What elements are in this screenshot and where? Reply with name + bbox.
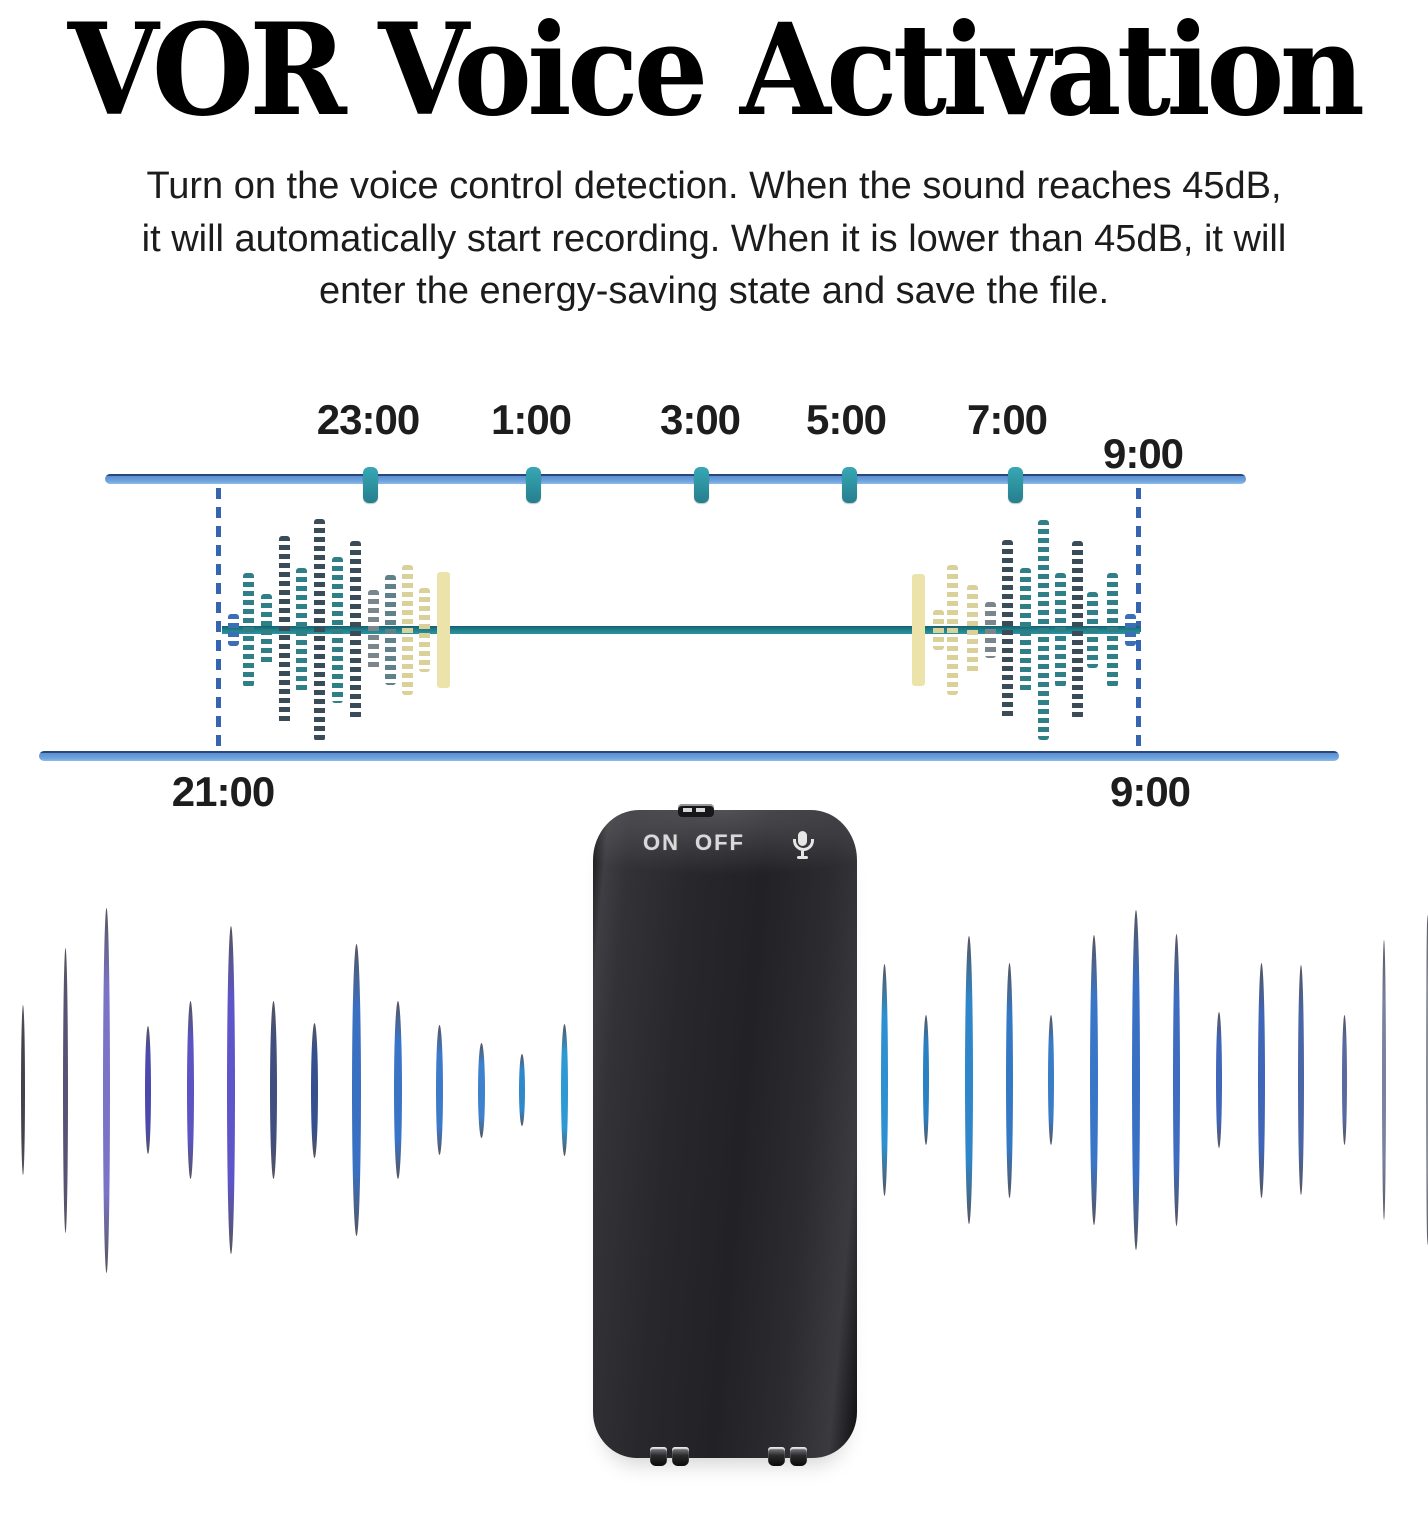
timeline-top-bar [105, 474, 1246, 484]
device-bottom-connector [672, 1447, 689, 1466]
eq-column-left [242, 573, 254, 687]
sound-wave-bar-left [519, 1054, 525, 1126]
sound-wave-bar-left [102, 907, 110, 1273]
eq-column-right [1037, 520, 1049, 740]
time-label: 3:00 [659, 396, 741, 443]
description-line-3: enter the energy-saving state and save t… [318, 270, 1110, 312]
time-label: 7:00 [966, 396, 1048, 443]
timeline-tick [1008, 467, 1023, 503]
device-bottom-connector [790, 1447, 807, 1466]
sound-wave-bar-right [1341, 1015, 1347, 1145]
bottom-end-time-label: 9:00 [1109, 768, 1191, 815]
timeline-bottom-bar [39, 751, 1339, 761]
eq-column-left [367, 590, 379, 670]
sound-wave-bar-left [21, 1005, 25, 1175]
eq-column-right [1001, 540, 1013, 720]
sound-wave-bar-right [1257, 962, 1265, 1198]
device-bottom-connector [768, 1447, 785, 1466]
sound-wave-bar-right [965, 936, 973, 1224]
eq-column-left [401, 565, 413, 695]
sound-wave-bar-left [435, 1025, 443, 1155]
microphone-icon [792, 831, 814, 861]
time-label: 5:00 [805, 396, 887, 443]
eq-column-right [1071, 541, 1083, 719]
eq-column-left [384, 575, 396, 685]
eq-column-left [331, 557, 343, 703]
eq-column-right [1086, 592, 1098, 668]
eq-column-right [984, 602, 996, 658]
eq-column-left [418, 588, 430, 672]
sound-wave-bar-right [1382, 940, 1386, 1220]
sound-wave-bar-left [351, 944, 361, 1236]
description-line-2: it will automatically start recording. W… [141, 217, 1287, 260]
description-line-1: Turn on the voice control detection. Whe… [146, 165, 1282, 207]
eq-column-right [946, 565, 958, 695]
timeline-tick [842, 467, 857, 503]
eq-column-right [911, 574, 925, 686]
time-label: 9:00 [1102, 430, 1184, 477]
eq-column-right [932, 610, 944, 650]
sound-wave-bar-left [560, 1024, 568, 1156]
eq-column-left [313, 519, 325, 741]
eq-column-left [278, 536, 290, 724]
sound-wave-bar-right [1298, 965, 1304, 1195]
time-label: 1:00 [490, 396, 572, 443]
voice-recorder-device: ON OFF [593, 804, 857, 1466]
eq-column-left [260, 594, 272, 666]
sound-wave-bar-right [1048, 1015, 1054, 1145]
recording-center-line [222, 626, 1140, 634]
timeline-tick [526, 467, 541, 503]
sound-wave-bar-right [1005, 962, 1013, 1198]
sound-wave-bar-right [1172, 934, 1180, 1226]
eq-column-left [227, 614, 239, 646]
sound-wave-bar-right [1090, 935, 1098, 1225]
power-switch [678, 804, 714, 817]
eq-column-right [1019, 568, 1031, 692]
recording-window-dashed-line [1136, 488, 1141, 750]
eq-column-right [1124, 614, 1136, 646]
recording-window-dashed-line [216, 488, 221, 750]
sound-wave-bar-left [394, 1001, 402, 1179]
sound-wave-bar-left [227, 926, 235, 1254]
sound-wave-bar-left [62, 947, 68, 1233]
sound-wave-bar-right [1132, 910, 1140, 1250]
description: Turn on the voice control detection. Whe… [0, 160, 1428, 318]
sound-wave-bar-right [1425, 915, 1428, 1245]
time-label: 23:00 [316, 396, 420, 443]
timeline-tick [694, 467, 709, 503]
bottom-start-time-label: 21:00 [171, 768, 275, 815]
sound-wave-bar-left [269, 1001, 277, 1179]
sound-wave-bar-left [186, 1001, 194, 1179]
eq-column-left [436, 572, 450, 688]
device-bottom-connector [650, 1447, 667, 1466]
timeline-tick [363, 467, 378, 503]
sound-wave-bar-left [145, 1026, 151, 1154]
sound-wave-bar-right [880, 964, 888, 1196]
device-off-label: OFF [695, 830, 745, 855]
sound-wave-bar-right [923, 1015, 929, 1145]
sound-wave-bar-left [477, 1042, 485, 1138]
eq-column-left [349, 541, 361, 719]
eq-column-left [295, 568, 307, 692]
sound-wave-bar-left [310, 1022, 318, 1158]
main-title: VOR Voice Activation [67, 0, 1365, 144]
device-on-label: ON [643, 830, 680, 855]
eq-column-right [1106, 573, 1118, 687]
eq-column-right [966, 585, 978, 675]
sound-wave-bar-right [1216, 1012, 1222, 1148]
eq-column-right [1054, 573, 1066, 687]
